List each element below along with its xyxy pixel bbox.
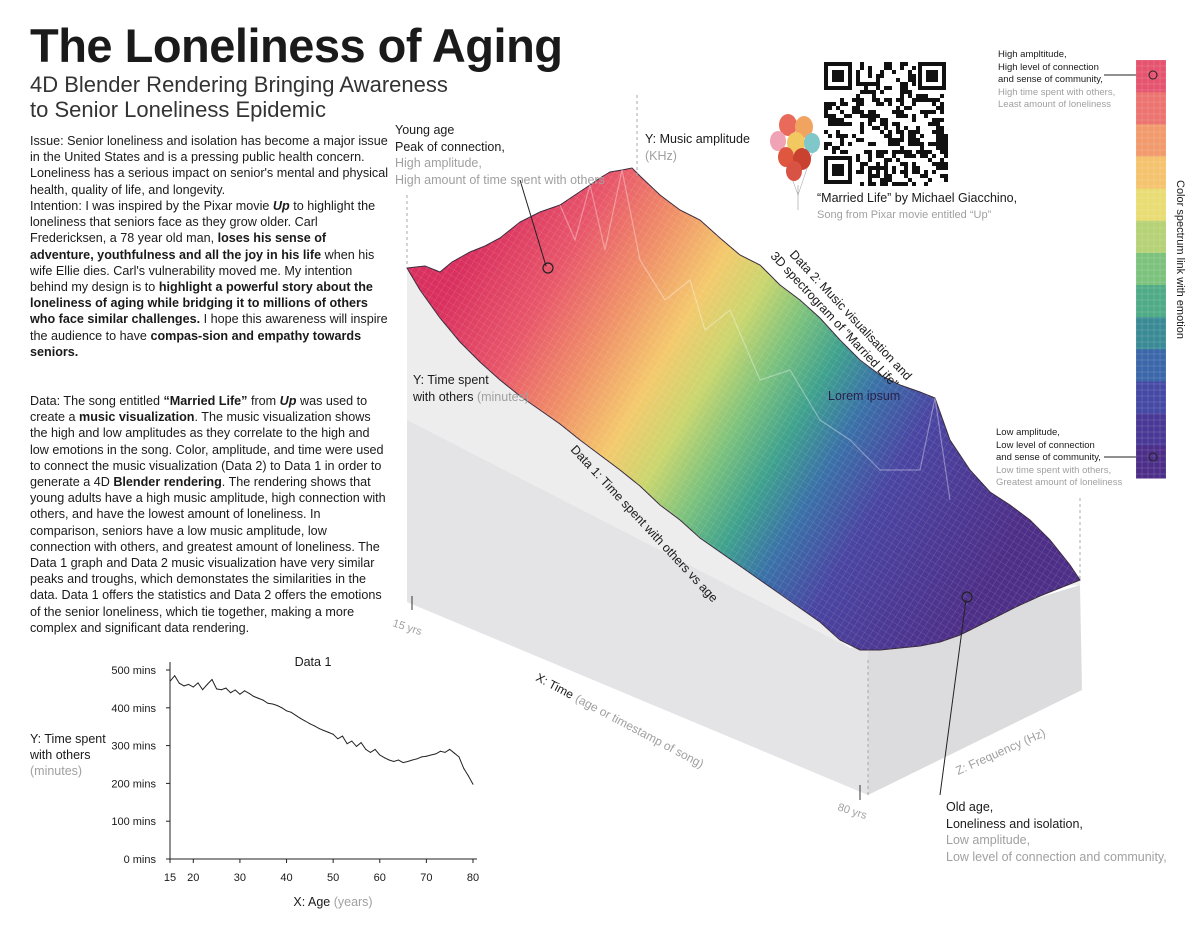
legend-high-line-3: and sense of community, <box>998 74 1103 85</box>
intention-bold-2: highlight a powerful story about the lon… <box>30 280 373 327</box>
data-text-3: was used to create a <box>30 394 368 425</box>
lorem-ipsum-label: Lorem ipsum <box>828 389 901 403</box>
legend-swatch <box>1136 252 1166 286</box>
y-music-note: Y: Music amplitude (KHz) <box>645 131 750 164</box>
old-age-line-2: Loneliness and isolation, <box>946 816 1083 831</box>
data-paragraph: Data: The song entitled “Married Life” f… <box>30 393 390 636</box>
legend-low-line-3: and sense of community, <box>996 452 1101 463</box>
data-text-2: from <box>247 394 280 408</box>
data-bold-2: music visualization <box>79 410 195 425</box>
legend-swatch <box>1136 317 1166 350</box>
surface-mesh <box>407 168 1080 650</box>
yrs15-label: 15 yrs <box>391 617 424 638</box>
issue-paragraph: Issue: Senior loneliness and isolation h… <box>30 134 389 197</box>
y-time-line-2: with others <box>413 389 474 404</box>
young-age-leader <box>519 179 547 267</box>
legend-axis-label: Color spectrum link with emotion <box>1174 180 1186 339</box>
legend-swatch <box>1136 445 1166 479</box>
intention-bold-3: compas-sion and empathy towards seniors. <box>30 328 362 359</box>
legend-high-line-1: High ampltitude, <box>998 49 1067 60</box>
young-age-grey-1: High amplitude, <box>395 156 482 170</box>
data-text-1: Data: The song entitled <box>30 394 164 408</box>
legend-low-line-2: Low level of connection <box>996 439 1095 451</box>
data-text-5: . The rendering shows that young adults … <box>30 475 386 635</box>
old-age-grey-1: Low amplitude, <box>946 833 1031 847</box>
x-time-text: X: Time <box>534 670 577 702</box>
intention-bold-1: loses his sense of adventure, youthfulne… <box>30 231 327 262</box>
old-age-leader <box>939 599 967 796</box>
young-age-line-1: Young age <box>395 123 455 137</box>
legend-low-note: Low amplitude, Low level of connection a… <box>996 427 1122 490</box>
legend-swatch <box>1136 92 1166 125</box>
data-movie-name: Up <box>279 394 297 408</box>
legend-high-grey-1: High time spent with others, <box>998 86 1116 98</box>
young-age-marker <box>542 262 554 274</box>
legend-high-grey-2: Least amount of loneliness <box>998 99 1112 110</box>
legend-swatch <box>1136 60 1166 93</box>
block-front-lower <box>407 420 868 795</box>
intention-text-3: when his wife Ellie dies. Carl's vulnera… <box>30 247 375 295</box>
legend-swatch <box>1136 156 1166 190</box>
legend-high-note: High ampltitude, High level of connectio… <box>998 49 1115 112</box>
qr-code-icon <box>822 60 948 186</box>
intention-text-2: to highlight the loneliness that seniors… <box>30 199 376 246</box>
page-subtitle: 4D Blender Rendering Bringing Awareness … <box>30 72 448 122</box>
data-bold-1: “Married Life” <box>163 394 248 408</box>
y-music-unit: (KHz) <box>645 148 677 163</box>
old-age-marker <box>961 591 973 603</box>
intention-paragraph: Intention: I was inspired by the Pixar m… <box>30 198 390 360</box>
y-music-label: Y: Music amplitude <box>645 132 750 146</box>
legend-swatch <box>1136 381 1166 415</box>
data-bold-3: Blender rendering <box>113 475 222 490</box>
data-text-4: . The music visualization shows the high… <box>30 410 384 490</box>
song-credit-note: “Married Life” by Michael Giacchino, Son… <box>817 190 1017 223</box>
surface-ridges <box>559 169 951 501</box>
song-credit-sub: Song from Pixar movie entitled “Up” <box>817 208 992 221</box>
song-credit: “Married Life” by Michael Giacchino, <box>817 191 1018 205</box>
legend-swatch <box>1136 413 1166 447</box>
page-title: The Loneliness of Aging <box>30 19 563 72</box>
legend-low-grey-1: Low time spent with others, <box>996 464 1112 476</box>
old-age-note: Old age, Loneliness and isolation, Low a… <box>946 799 1167 865</box>
young-age-note: Young age Peak of connection, High ampli… <box>395 122 605 188</box>
balloons-icon <box>770 114 820 210</box>
legend-low-grey-2: Greatest amount of loneliness <box>996 477 1123 488</box>
legend-swatch <box>1136 285 1166 318</box>
intention-text-4: I hope this awareness will inspire the a… <box>30 312 388 343</box>
old-age-line-1: Old age, <box>946 800 994 814</box>
legend-swatch <box>1136 188 1166 222</box>
legend-swatch <box>1136 124 1166 157</box>
intention-movie-name: Up <box>272 199 290 213</box>
yrs80-label: 80 yrs <box>836 801 869 822</box>
legend-swatch <box>1136 349 1166 383</box>
old-age-grey-2: Low level of connection and community, <box>946 849 1167 864</box>
young-age-line-2: Peak of connection, <box>395 139 505 154</box>
legend-low-marker <box>1148 452 1158 462</box>
color-spectrum-bar <box>1135 59 1167 479</box>
legend-high-marker <box>1148 70 1158 80</box>
y-time-note: Y: Time spent with others (minutes) <box>413 372 529 405</box>
legend-high-line-2: High level of connection <box>998 61 1099 73</box>
y-time-line-1: Y: Time spent <box>413 373 489 387</box>
young-age-grey-2: High amount of time spent with others <box>395 172 605 187</box>
y-time-unit: (minutes) <box>476 389 530 404</box>
legend-swatch <box>1136 220 1166 254</box>
intention-text-1: Intention: I was inspired by the Pixar m… <box>30 199 273 213</box>
legend-low-line-1: Low amplitude, <box>996 427 1060 438</box>
